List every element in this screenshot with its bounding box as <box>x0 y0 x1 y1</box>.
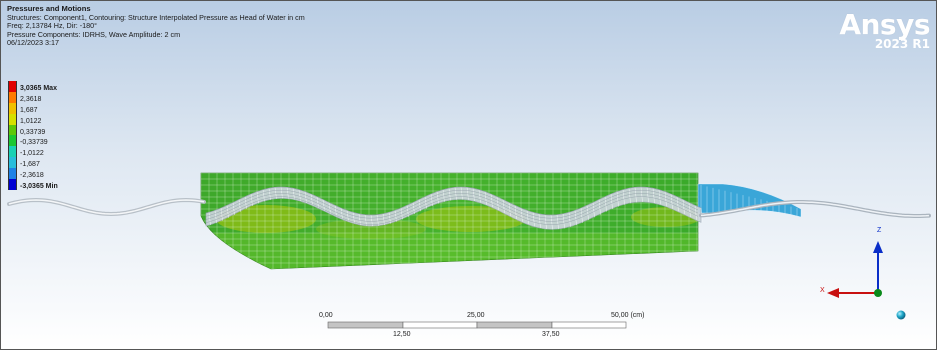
legend-swatch <box>8 81 17 92</box>
coordinate-triad[interactable] <box>827 241 906 320</box>
view-ball[interactable] <box>896 310 906 320</box>
legend-label: -3,0365 Min <box>20 183 58 191</box>
legend-swatch <box>8 168 17 180</box>
legend-swatch <box>8 113 17 125</box>
triad-z-label: Z <box>877 227 882 234</box>
scale-label-0: 0,00 <box>319 312 333 319</box>
triad-z-arrowhead <box>873 241 883 253</box>
hull-mesh <box>201 173 698 269</box>
legend-swatch <box>8 135 17 147</box>
result-timestamp: 06/12/2023 3:17 <box>7 38 59 48</box>
wave-surface <box>7 186 931 230</box>
legend-swatch <box>8 179 17 190</box>
legend-label: 1,0122 <box>20 117 42 125</box>
legend-label: -0,33739 <box>20 139 48 147</box>
legend-label: -2,3618 <box>20 172 44 180</box>
legend-label: 0,33739 <box>20 128 46 136</box>
result-frequency: Freq: 2,13784 Hz, Dir: -180° <box>7 21 97 31</box>
scale-label-37-5: 37,50 <box>542 331 560 338</box>
hull-model[interactable] <box>199 172 701 271</box>
legend-swatch <box>8 157 17 169</box>
legend-label: 2,3618 <box>20 95 42 103</box>
water-patch <box>697 183 802 218</box>
result-title: Pressures and Motions <box>7 4 91 13</box>
legend-swatch <box>8 124 17 136</box>
scale-label-50: 50,00 (cm) <box>611 312 645 319</box>
result-description: Structures: Component1, Contouring: Stru… <box>7 12 305 22</box>
legend-label: -1,0122 <box>20 150 44 158</box>
brand-version: 2023 R1 <box>874 37 930 51</box>
legend-swatch <box>8 102 17 114</box>
legend-swatch <box>8 91 17 103</box>
brand-name: Ansys <box>839 8 930 41</box>
legend-swatch <box>8 146 17 158</box>
scale-label-25: 25,00 <box>467 312 485 319</box>
scale-bar <box>327 321 627 329</box>
scale-bar-seg-2 <box>402 321 478 329</box>
result-header: Pressures and Motions Structures: Compon… <box>7 4 305 48</box>
scale-bar-seg-1 <box>327 321 404 329</box>
legend-label: 3,0365 Max <box>20 85 57 92</box>
scale-bar-seg-3 <box>476 321 553 329</box>
triad-x-label: X <box>820 287 825 294</box>
scale-label-12-5: 12,50 <box>393 331 411 338</box>
ansys-logo: Ansys 2023 R1 <box>839 8 930 52</box>
result-pressure-components: Pressure Components: IDRHS, Wave Amplitu… <box>7 29 181 39</box>
triad-x-arrowhead <box>827 288 839 298</box>
legend-label: 1,687 <box>20 106 38 114</box>
scale-bar-seg-4 <box>551 321 627 329</box>
legend-label: -1,687 <box>20 161 40 169</box>
triad-origin <box>874 289 882 297</box>
